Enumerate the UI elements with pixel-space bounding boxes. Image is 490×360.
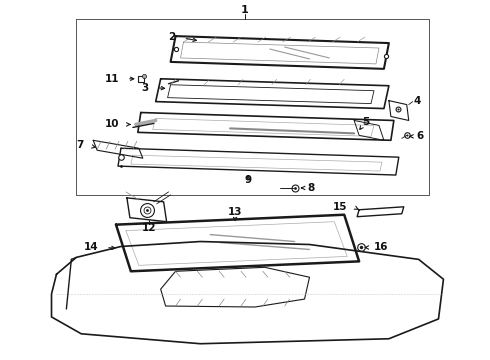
Text: 10: 10 (104, 120, 119, 130)
Text: 2: 2 (168, 32, 175, 42)
Text: 5: 5 (362, 117, 369, 127)
Text: 13: 13 (228, 207, 243, 217)
Text: 12: 12 (142, 222, 156, 233)
Text: 15: 15 (333, 202, 347, 212)
Text: 11: 11 (104, 74, 119, 84)
Text: 9: 9 (245, 175, 251, 185)
Text: 3: 3 (142, 83, 149, 93)
Text: 14: 14 (83, 243, 98, 252)
Text: 6: 6 (416, 131, 424, 141)
Text: 8: 8 (308, 183, 315, 193)
Text: 16: 16 (374, 243, 389, 252)
Text: 4: 4 (414, 96, 421, 105)
Text: 7: 7 (76, 140, 83, 150)
Text: 1: 1 (241, 5, 249, 15)
